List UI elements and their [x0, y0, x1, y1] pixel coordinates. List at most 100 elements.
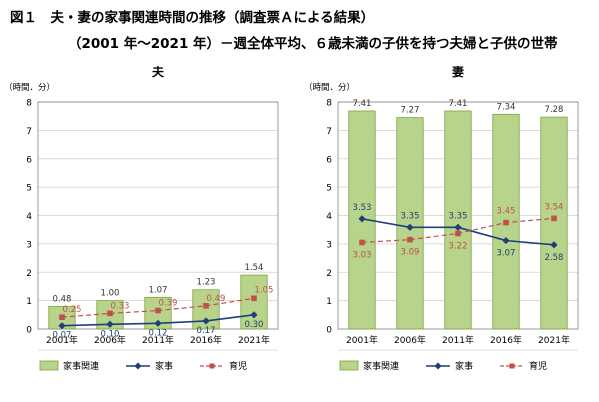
husband-ytick: 7: [26, 127, 32, 137]
wife-point-chores: [358, 215, 366, 223]
husband-point-chores: [154, 319, 162, 327]
husband-legend-chores-marker: [134, 362, 142, 370]
wife-xtick: 2011年: [442, 334, 474, 346]
husband-chores-label: 0.17: [197, 326, 216, 336]
husband-bar-label: 1.54: [245, 263, 264, 273]
wife-childcare-label: 3.09: [401, 248, 420, 258]
wife-point-chores: [454, 223, 462, 231]
wife-childcare-label: 3.45: [497, 207, 516, 217]
husband-ytick: 8: [26, 99, 32, 109]
husband-childcare-label: 1.05: [255, 285, 274, 295]
husband-chores-label: 0.30: [245, 320, 264, 330]
wife-ytick: 1: [326, 297, 332, 307]
wife-title: 妻: [452, 66, 464, 79]
husband-legend-childcare-marker: [209, 363, 215, 369]
husband-bar-label: 1.07: [149, 285, 168, 295]
wife-chores-label: 3.07: [497, 249, 516, 259]
husband-bar-label: 1.23: [197, 278, 216, 288]
husband-ytick: 6: [26, 155, 32, 165]
wife-bar-label: 7.41: [353, 99, 372, 109]
husband-chores-label: 0.12: [149, 328, 168, 338]
wife-ytick: 5: [326, 184, 332, 194]
husband-chores-label: 0.10: [101, 329, 120, 339]
wife-point-childcare: [359, 239, 365, 246]
wife-chores-label: 3.53: [353, 203, 372, 213]
wife-point-childcare: [503, 219, 509, 226]
wife-chores-label: 3.35: [449, 211, 468, 221]
wife-chores-label: 2.58: [545, 253, 564, 263]
husband-point-childcare: [59, 314, 65, 320]
wife-ytick: 8: [326, 99, 332, 109]
husband-childcare-label: 0.25: [63, 305, 82, 315]
wife-bar-label: 7.41: [449, 99, 468, 109]
wife-xtick: 2016年: [490, 334, 522, 346]
wife-childcare-label: 3.03: [353, 250, 372, 260]
wife-legend-childcare: 育児: [529, 360, 547, 372]
figure-title: 図１ 夫・妻の家事関連時間の推移（調査票Ａによる結果）: [10, 10, 375, 26]
husband-ytick: 3: [26, 240, 32, 250]
wife-ytick: 6: [326, 155, 332, 165]
husband-legend-childcare: 育児: [229, 360, 247, 372]
figure-subtitle: （2001 年～2021 年）－週全体平均、６歳未満の子供を持つ夫婦と子供の世帯: [68, 36, 558, 52]
husband-bar: [240, 274, 268, 330]
husband-xtick: 2011年: [142, 334, 174, 346]
husband-bar-label: 1.00: [101, 289, 120, 299]
wife-ytick: 2: [326, 269, 332, 279]
husband-point-childcare: [251, 295, 257, 302]
wife-point-childcare: [407, 236, 413, 243]
wife-point-childcare: [551, 215, 557, 222]
wife-legend-bar-swatch: [339, 360, 359, 371]
husband-childcare-label: 0.49: [207, 294, 226, 304]
chart-husband: 夫 （時間．分） 0 1 2 3 4 5 6 7 8 0.48 1.00 1.07 1.23 1.54 0.07…: [0, 64, 290, 398]
wife-xtick: 2021年: [538, 334, 570, 346]
wife-legend-chores: 家事: [455, 360, 473, 372]
husband-xtick: 2001年: [46, 334, 78, 346]
wife-bar: [444, 110, 472, 330]
wife-bar: [396, 117, 424, 330]
husband-xtick: 2016年: [190, 334, 222, 346]
chart-wife: 妻 （時間．分） 0 1 2 3 4 5 6 7 8 7.41 7.27 7.41 7.34 7.28 3.53…: [300, 64, 590, 398]
husband-point-chores: [250, 311, 258, 319]
wife-legend-bar: 家事関連: [363, 360, 399, 372]
husband-ytick: 4: [26, 212, 32, 222]
husband-xtick: 2021年: [238, 334, 270, 346]
wife-bar-label: 7.28: [545, 105, 564, 115]
chart-wife-svg: 妻 （時間．分） 0 1 2 3 4 5 6 7 8 7.41 7.27 7.41 7.34 7.28 3.53…: [304, 64, 579, 372]
wife-chores-label: 3.35: [401, 211, 420, 221]
husband-bar-label: 0.48: [53, 294, 72, 304]
wife-bar-label: 7.34: [497, 102, 516, 112]
husband-title: 夫: [151, 66, 165, 79]
husband-point-childcare: [107, 310, 113, 317]
wife-xtick: 2001年: [346, 334, 378, 346]
wife-ylabel: （時間．分）: [304, 82, 355, 93]
wife-xtick: 2006年: [394, 334, 426, 346]
husband-ytick: 2: [26, 269, 32, 279]
husband-ytick: 1: [26, 297, 32, 307]
wife-legend-chores-marker: [434, 362, 442, 370]
wife-bar-label: 7.27: [401, 106, 420, 116]
wife-legend-childcare-marker: [509, 363, 515, 369]
wife-bar: [540, 116, 568, 330]
husband-ylabel: （時間．分）: [4, 82, 55, 93]
husband-point-childcare: [155, 307, 161, 314]
wife-ytick: 7: [326, 127, 332, 137]
husband-childcare-label: 0.33: [111, 301, 130, 311]
husband-childcare-label: 0.39: [159, 299, 178, 309]
wife-ytick: 4: [326, 212, 332, 222]
husband-chores-label: 0.07: [53, 331, 72, 341]
husband-legend-chores: 家事: [155, 360, 173, 372]
wife-childcare-label: 3.54: [545, 202, 564, 212]
wife-childcare-label: 3.22: [449, 241, 468, 251]
husband-ytick: 0: [26, 326, 32, 336]
wife-point-chores: [406, 223, 414, 231]
husband-point-chores: [58, 322, 66, 330]
wife-point-childcare: [455, 230, 461, 237]
wife-ytick: 0: [326, 326, 332, 336]
husband-legend-bar: 家事関連: [63, 360, 99, 372]
wife-point-chores: [550, 241, 558, 249]
husband-legend-bar-swatch: [39, 360, 59, 371]
husband-ytick: 5: [26, 184, 32, 194]
husband-point-childcare: [203, 303, 209, 309]
wife-point-chores: [502, 236, 510, 245]
husband-point-chores: [106, 320, 114, 328]
